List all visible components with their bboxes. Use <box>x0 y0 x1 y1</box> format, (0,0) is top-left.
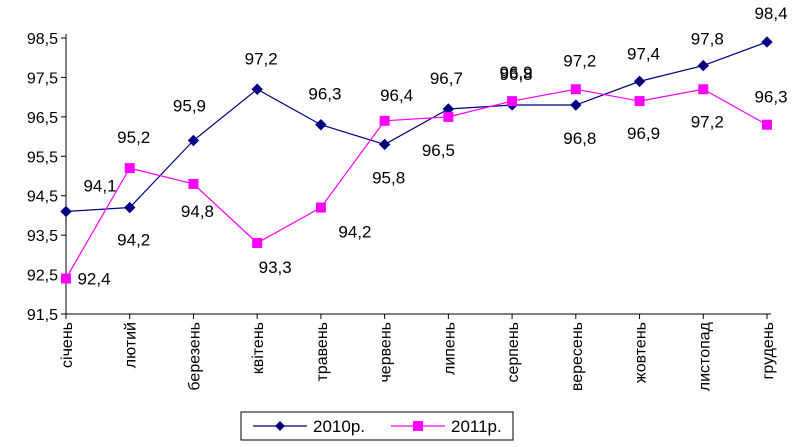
y-axis-ticks: 91,5 92,5 93,5 94,5 95,5 96,5 97,5 98,5 <box>27 31 66 324</box>
legend-entry: 2010р. <box>253 417 365 436</box>
data-label: 96,3 <box>308 85 341 104</box>
data-labels: 94,1 94,2 95,9 97,2 96,3 95,8 96,7 96,8 96,8 97,4… <box>77 4 787 289</box>
data-point <box>251 83 263 95</box>
x-tick-label: липень <box>441 322 458 375</box>
data-label: 97,2 <box>563 51 596 70</box>
x-tick-label: жовтень <box>633 322 650 383</box>
data-point <box>507 96 518 107</box>
data-point <box>124 201 136 214</box>
data-point <box>124 163 135 174</box>
data-label: 94,8 <box>181 202 214 221</box>
series-2 <box>61 84 772 284</box>
data-point <box>379 115 390 126</box>
data-label: 95,8 <box>372 168 405 187</box>
x-tick-label: лютий <box>123 322 140 368</box>
data-point <box>315 119 327 131</box>
series-line <box>65 41 768 213</box>
legend-label: 2010р. <box>313 417 365 436</box>
y-tick-label: 92,5 <box>27 268 58 285</box>
x-tick-label: березень <box>186 322 203 391</box>
data-point <box>697 59 709 72</box>
data-label: 94,2 <box>338 223 371 242</box>
data-label: 96,9 <box>500 63 533 82</box>
data-label: 97,2 <box>245 49 278 68</box>
x-tick-label: червень <box>378 322 395 383</box>
data-label: 97,8 <box>691 30 724 49</box>
x-tick-label: травень <box>314 322 331 382</box>
data-label: 98,4 <box>754 4 787 23</box>
data-label: 96,9 <box>627 124 660 143</box>
data-label: 96,7 <box>430 69 463 88</box>
axes <box>65 34 771 315</box>
data-point <box>60 205 72 218</box>
data-point <box>315 202 326 213</box>
legend-marker <box>413 421 423 431</box>
data-point <box>698 84 709 95</box>
data-label: 97,4 <box>627 44 660 63</box>
y-tick-label: 94,5 <box>27 189 58 206</box>
y-tick-label: 93,5 <box>27 228 58 245</box>
data-label: 96,3 <box>754 88 787 107</box>
data-point <box>633 75 646 88</box>
data-label: 96,5 <box>422 141 455 160</box>
data-label: 96,8 <box>563 129 596 148</box>
y-tick-label: 96,5 <box>27 110 58 127</box>
legend-marker <box>275 421 285 431</box>
y-tick-label: 98,5 <box>27 31 58 48</box>
data-point <box>378 138 391 151</box>
data-point <box>570 99 582 111</box>
series-layer <box>60 36 773 284</box>
legend-label: 2011р. <box>451 417 502 436</box>
series-line <box>65 88 768 279</box>
x-tick-label: грудень <box>760 322 777 379</box>
legend: 2010р. 2011р. <box>240 411 514 441</box>
data-point <box>443 111 454 122</box>
y-tick-label: 91,5 <box>27 307 58 324</box>
data-label: 97,2 <box>691 112 724 131</box>
legend-entry: 2011р. <box>391 417 502 436</box>
data-label: 93,3 <box>259 258 292 277</box>
data-label: 94,2 <box>117 231 150 250</box>
data-point <box>634 96 645 107</box>
x-tick-label: вересень <box>569 322 586 391</box>
data-label: 94,1 <box>83 176 116 195</box>
series-1 <box>60 36 773 218</box>
x-tick-label: листопад <box>696 321 713 391</box>
y-tick-label: 95,5 <box>27 149 58 166</box>
data-point <box>762 119 772 130</box>
data-point <box>570 84 581 95</box>
data-label: 95,2 <box>117 128 150 147</box>
x-tick-label: січень <box>59 322 76 368</box>
x-tick-label: серпень <box>505 322 522 383</box>
data-point <box>61 273 71 284</box>
data-label: 92,4 <box>77 270 110 289</box>
x-axis-ticks: січень лютий березень квітень травень червень… <box>59 314 777 391</box>
data-point <box>252 238 263 249</box>
data-label: 95,9 <box>173 97 206 116</box>
data-label: 96,4 <box>380 86 413 105</box>
data-point <box>188 178 199 189</box>
data-point <box>187 134 200 147</box>
data-point <box>761 36 773 48</box>
data-label: 96,8 <box>500 65 533 84</box>
y-tick-label: 97,5 <box>27 70 58 87</box>
x-tick-label: квітень <box>250 322 267 374</box>
